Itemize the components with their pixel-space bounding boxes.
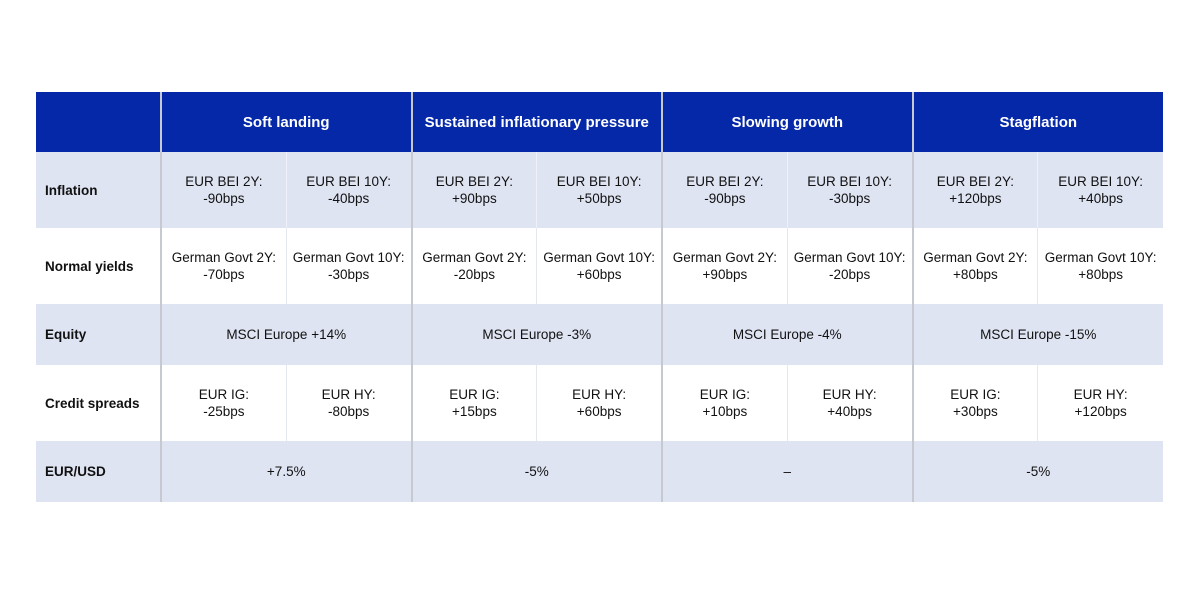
table-cell: EUR BEI 10Y: -30bps <box>787 152 914 228</box>
table-cell: German Govt 2Y: -20bps <box>411 228 538 304</box>
table-cell: EUR HY: -80bps <box>286 365 413 441</box>
table-row-normal-yields: Normal yields German Govt 2Y: -70bps Germ… <box>36 228 1164 304</box>
table-cell: MSCI Europe +14% <box>161 304 413 365</box>
table-cell: EUR HY: +60bps <box>536 365 664 441</box>
table-cell: +7.5% <box>161 441 413 502</box>
table-cell: EUR BEI 2Y: +120bps <box>912 152 1039 228</box>
table-cell: EUR HY: +120bps <box>1037 365 1164 441</box>
table-cell: German Govt 2Y: +90bps <box>662 228 788 304</box>
header-sustained-inflationary-pressure: Sustained inflationary pressure <box>411 92 664 152</box>
table-cell: MSCI Europe -3% <box>411 304 664 365</box>
table-cell: EUR IG: -25bps <box>161 365 287 441</box>
table-cell: German Govt 10Y: -30bps <box>286 228 413 304</box>
scenario-table-container: Soft landing Sustained inflationary pres… <box>36 92 1164 502</box>
table-cell: EUR BEI 10Y: -40bps <box>286 152 413 228</box>
table-cell: MSCI Europe -15% <box>912 304 1164 365</box>
table-cell: MSCI Europe -4% <box>662 304 914 365</box>
table-row-equity: Equity MSCI Europe +14% MSCI Europe -3% … <box>36 304 1164 365</box>
table-cell: German Govt 10Y: +80bps <box>1037 228 1164 304</box>
row-label-normal-yields: Normal yields <box>36 228 162 304</box>
table-row-eurusd: EUR/USD +7.5% -5% – -5% <box>36 441 1164 502</box>
table-cell: EUR IG: +30bps <box>912 365 1039 441</box>
table-cell: German Govt 10Y: +60bps <box>536 228 664 304</box>
header-soft-landing: Soft landing <box>161 92 413 152</box>
table-cell: EUR BEI 2Y: -90bps <box>161 152 287 228</box>
row-label-inflation: Inflation <box>36 152 162 228</box>
header-slowing-growth: Slowing growth <box>662 92 914 152</box>
header-corner-cell <box>36 92 162 152</box>
table-cell: EUR BEI 10Y: +50bps <box>536 152 664 228</box>
header-stagflation: Stagflation <box>912 92 1164 152</box>
table-cell: EUR IG: +10bps <box>662 365 788 441</box>
table-row-credit-spreads: Credit spreads EUR IG: -25bps EUR HY: -80b… <box>36 365 1164 441</box>
table-cell: -5% <box>411 441 664 502</box>
table-row-inflation: Inflation EUR BEI 2Y: -90bps EUR BEI 10Y:… <box>36 152 1164 228</box>
row-label-credit-spreads: Credit spreads <box>36 365 162 441</box>
row-label-equity: Equity <box>36 304 162 365</box>
header-row: Soft landing Sustained inflationary pres… <box>36 92 1164 152</box>
row-label-eurusd: EUR/USD <box>36 441 162 502</box>
table-cell: EUR IG: +15bps <box>411 365 538 441</box>
table-cell: -5% <box>912 441 1164 502</box>
table-cell: German Govt 10Y: -20bps <box>787 228 914 304</box>
table-cell: – <box>662 441 914 502</box>
table-cell: EUR HY: +40bps <box>787 365 914 441</box>
table-cell: EUR BEI 2Y: -90bps <box>662 152 788 228</box>
table-cell: German Govt 2Y: -70bps <box>161 228 287 304</box>
scenario-table: Soft landing Sustained inflationary pres… <box>36 92 1164 502</box>
table-cell: EUR BEI 2Y: +90bps <box>411 152 538 228</box>
table-cell: EUR BEI 10Y: +40bps <box>1037 152 1164 228</box>
table-cell: German Govt 2Y: +80bps <box>912 228 1039 304</box>
